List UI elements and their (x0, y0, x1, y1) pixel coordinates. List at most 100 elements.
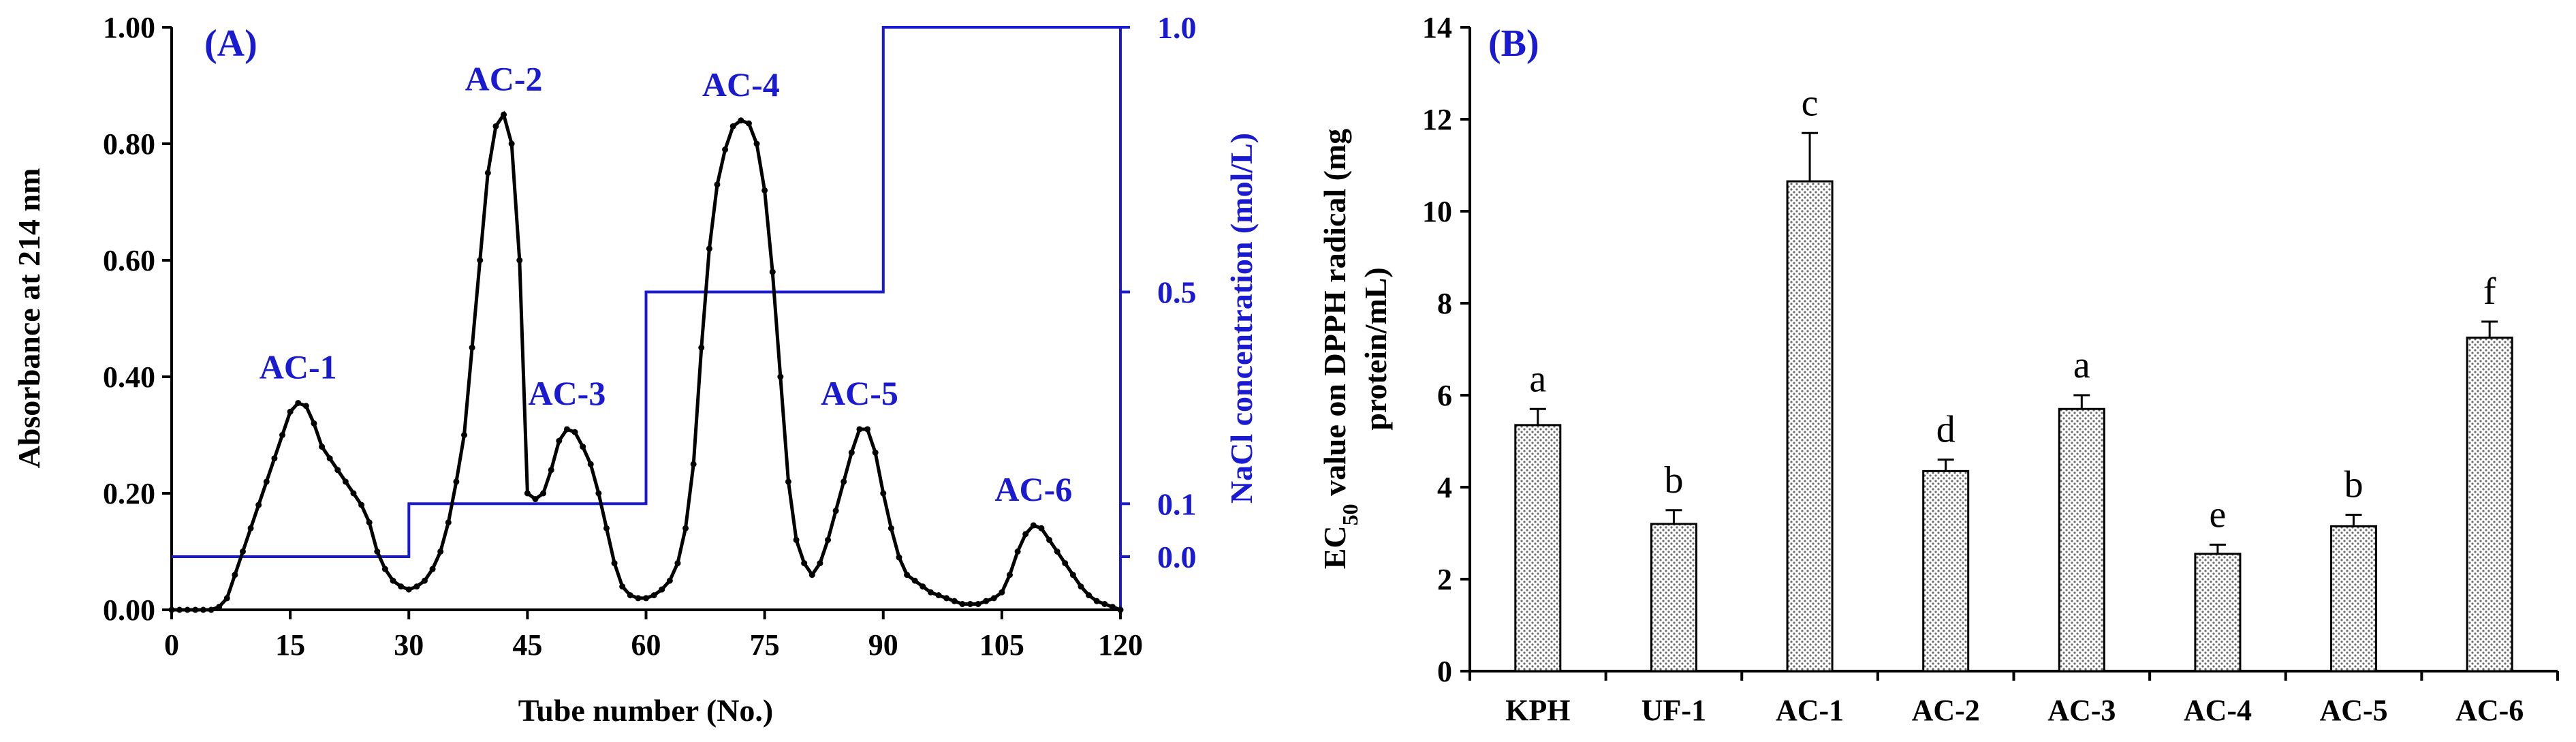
y-tick-label: 0.60 (103, 244, 155, 277)
absorbance-point (366, 519, 373, 526)
y-tick-label: 6 (1437, 379, 1452, 412)
absorbance-point (563, 426, 570, 433)
absorbance-point (429, 566, 436, 572)
absorbance-point (706, 245, 712, 252)
absorbance-point (659, 586, 665, 593)
category-label: AC-6 (2455, 694, 2524, 727)
absorbance-point (326, 455, 333, 462)
bar-kph (1514, 424, 1562, 673)
bar-uf-1 (1650, 523, 1697, 673)
nacl-gradient-line (172, 26, 1120, 558)
absorbance-point (168, 606, 175, 613)
y-tick-label: 0.80 (103, 127, 155, 161)
absorbance-point (1093, 598, 1100, 604)
absorbance-point (595, 490, 602, 497)
absorbance-point (1109, 604, 1116, 610)
y-tick-label: 12 (1422, 103, 1452, 136)
absorbance-point (880, 490, 887, 497)
absorbance-point (1069, 572, 1076, 578)
y-title-sub: 50 (1338, 504, 1362, 525)
absorbance-point (729, 123, 736, 129)
significance-letter: a (2073, 344, 2090, 386)
absorbance-point (453, 478, 460, 485)
category-label: AC-4 (2184, 694, 2252, 727)
y2-tick-label: 0.1 (1157, 486, 1197, 521)
panel-a-y2-ticks: 0.0 0.1 0.5 1.0 (1120, 10, 1197, 574)
absorbance-point (619, 583, 626, 590)
absorbance-point (334, 467, 341, 474)
absorbance-point (508, 140, 515, 147)
absorbance-point (650, 592, 657, 599)
x-tick-label: 60 (631, 628, 661, 662)
absorbance-point (232, 572, 238, 578)
absorbance-point (184, 606, 191, 613)
absorbance-point (295, 399, 302, 406)
absorbance-points (168, 111, 1124, 613)
absorbance-point (983, 598, 990, 604)
peak-label: AC-5 (821, 374, 898, 412)
panel-a-y-axis-title: Absorbance at 214 nm (12, 168, 46, 469)
category-label: AC-5 (2319, 694, 2387, 727)
absorbance-point (413, 583, 420, 590)
panel-b: (B) 0 2 4 6 8 10 12 14 a b c d a e b f KPH UF-1 AC-1 AC-2… (1317, 11, 2559, 727)
bar-ac-6 (2466, 337, 2513, 673)
absorbance-point (1038, 525, 1045, 531)
absorbance-point (239, 548, 246, 555)
peak-label: AC-3 (528, 374, 606, 412)
absorbance-point (587, 461, 594, 467)
absorbance-point (943, 595, 950, 602)
absorbance-point (714, 181, 721, 188)
panel-a-y-ticks: 0.00 0.20 0.40 0.60 0.80 1.00 (103, 11, 172, 627)
panel-b-bars: a b c d a e b f (1514, 82, 2513, 673)
absorbance-point (223, 595, 230, 602)
y-tick-label: 10 (1422, 195, 1452, 228)
y2-tick-label: 0.0 (1157, 540, 1197, 574)
bar-ac-1 (1786, 180, 1834, 673)
x-tick-label: 90 (868, 628, 898, 662)
absorbance-point (769, 268, 776, 275)
absorbance-point (959, 600, 966, 607)
absorbance-point (501, 111, 507, 118)
absorbance-point (421, 577, 428, 584)
absorbance-point (461, 432, 468, 438)
y2-tick-label: 1.0 (1157, 10, 1197, 45)
category-label: AC-1 (1776, 694, 1844, 727)
panel-b-category-labels: KPH UF-1 AC-1 AC-2 AC-3 AC-4 AC-5 AC-6 (1468, 671, 2559, 727)
absorbance-point (745, 120, 752, 127)
absorbance-point (398, 583, 405, 590)
absorbance-point (374, 548, 381, 555)
absorbance-point (999, 589, 1005, 596)
absorbance-point (1014, 548, 1021, 555)
significance-letter: b (1664, 459, 1683, 501)
absorbance-point (492, 123, 499, 129)
absorbance-point (785, 478, 791, 485)
absorbance-point (975, 600, 981, 607)
absorbance-point (627, 592, 633, 599)
significance-letter: f (2483, 270, 2496, 313)
y-title-rest: value on DPPH radical (mg (1317, 129, 1352, 504)
y-tick-label: 14 (1422, 11, 1452, 44)
x-tick-label: 120 (1098, 628, 1143, 662)
bar-ac-2 (1922, 469, 1970, 673)
absorbance-point (808, 572, 815, 578)
absorbance-point (1046, 536, 1053, 543)
absorbance-point (848, 449, 855, 456)
absorbance-point (1030, 522, 1037, 529)
absorbance-point (342, 478, 349, 485)
category-label: AC-2 (1912, 694, 1980, 727)
peak-label: AC-1 (260, 347, 337, 386)
absorbance-point (856, 426, 863, 433)
panel-a-label: (A) (204, 22, 257, 65)
absorbance-point (1117, 606, 1124, 613)
absorbance-point (801, 560, 808, 567)
y-tick-label: 4 (1437, 471, 1452, 504)
absorbance-point (872, 449, 879, 456)
absorbance-point (484, 170, 491, 176)
x-tick-label: 45 (512, 628, 542, 662)
absorbance-point (477, 257, 484, 264)
absorbance-point (580, 444, 586, 450)
peak-label: AC-4 (702, 65, 780, 104)
absorbance-point (904, 572, 911, 578)
panel-a-x-ticks: 0 15 30 45 60 75 90 105 120 (164, 610, 1143, 662)
